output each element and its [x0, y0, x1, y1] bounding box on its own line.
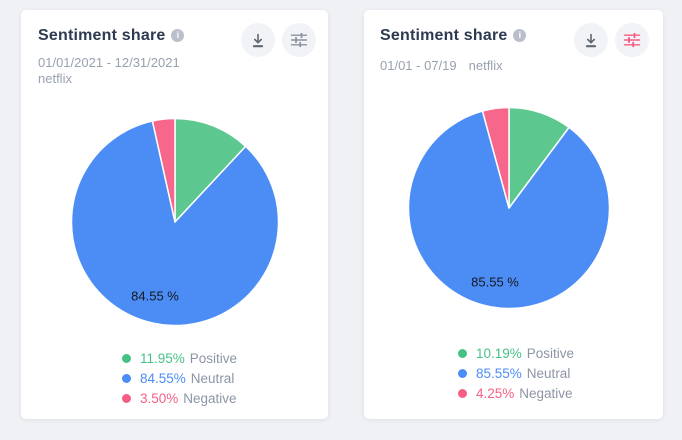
card-actions: [241, 23, 316, 57]
legend-label-positive: Positive: [189, 350, 238, 366]
pie-slice-positive[interactable]: [174, 117, 247, 223]
legend-dot-positive: [458, 348, 467, 358]
download-icon: [585, 33, 597, 47]
legend-item-neutral[interactable]: 84.55% Neutral: [122, 368, 237, 388]
sentiment-share-card-left: Sentiment share i 01/01/2021 - 12/31/2021…: [21, 10, 328, 419]
legend-percent-negative: 4.25%: [476, 385, 515, 401]
legend-item-positive[interactable]: 10.19% Positive: [458, 343, 574, 363]
legend-item-negative[interactable]: 3.50% Negative: [122, 388, 237, 408]
keyword-label: netflix: [38, 71, 72, 86]
pie-slice-negative[interactable]: [481, 106, 510, 209]
card-actions: [574, 23, 649, 57]
sliders-icon: [290, 33, 308, 47]
card-title-text: Sentiment share: [380, 27, 508, 44]
legend-dot-neutral: [122, 373, 131, 383]
date-range: 01/01/2021 - 12/31/2021: [38, 55, 180, 70]
legend-label-negative: Negative: [519, 385, 573, 401]
info-icon[interactable]: i: [513, 29, 527, 42]
legend-item-positive[interactable]: 11.95% Positive: [122, 348, 237, 368]
sentiment-pie-chart[interactable]: [407, 106, 611, 310]
legend-dot-negative: [458, 388, 467, 398]
download-button[interactable]: [574, 23, 608, 57]
pie-value-label: 85.55 %: [471, 274, 519, 290]
legend-percent-positive: 10.19%: [476, 345, 522, 361]
info-icon[interactable]: i: [171, 29, 185, 42]
pie-chart-container: [70, 117, 280, 332]
legend-label-neutral: Neutral: [190, 370, 235, 386]
legend-percent-negative: 3.50%: [140, 390, 179, 406]
legend-label-neutral: Neutral: [526, 365, 571, 381]
legend: 11.95% Positive 84.55% Neutral 3.50% Neg…: [122, 348, 237, 408]
legend-percent-neutral: 84.55%: [140, 370, 186, 386]
legend-dot-neutral: [458, 368, 467, 378]
legend-percent-positive: 11.95%: [140, 350, 185, 366]
pie-slice-negative[interactable]: [151, 117, 176, 223]
legend-label-negative: Negative: [183, 390, 237, 406]
filter-button[interactable]: [282, 23, 316, 57]
pie-slice-neutral[interactable]: [407, 110, 611, 310]
card-title: Sentiment share i: [38, 27, 185, 45]
legend-item-neutral[interactable]: 85.55% Neutral: [458, 363, 574, 383]
pie-slice-neutral[interactable]: [70, 120, 280, 327]
sentiment-pie-chart[interactable]: [70, 117, 280, 327]
sentiment-share-card-right: Sentiment share i 01/01 - 07/19 netflix 85…: [364, 10, 663, 419]
pie-chart-container: [407, 106, 611, 315]
download-icon: [252, 33, 264, 47]
card-title-text: Sentiment share: [38, 27, 166, 44]
filter-button-active[interactable]: [615, 23, 649, 57]
legend-item-negative[interactable]: 4.25% Negative: [458, 383, 574, 403]
pie-value-label: 84.55 %: [131, 288, 179, 304]
subtitle-row: 01/01 - 07/19 netflix: [380, 58, 503, 73]
legend-dot-positive: [122, 353, 131, 363]
date-range: 01/01 - 07/19: [380, 58, 457, 73]
card-title: Sentiment share i: [380, 27, 527, 45]
sliders-icon: [623, 33, 641, 47]
legend-dot-negative: [122, 393, 131, 403]
keyword-label: netflix: [468, 58, 503, 73]
legend-percent-neutral: 85.55%: [476, 365, 522, 381]
legend: 10.19% Positive 85.55% Neutral 4.25% Neg…: [458, 343, 574, 403]
legend-label-positive: Positive: [526, 345, 575, 361]
download-button[interactable]: [241, 23, 275, 57]
